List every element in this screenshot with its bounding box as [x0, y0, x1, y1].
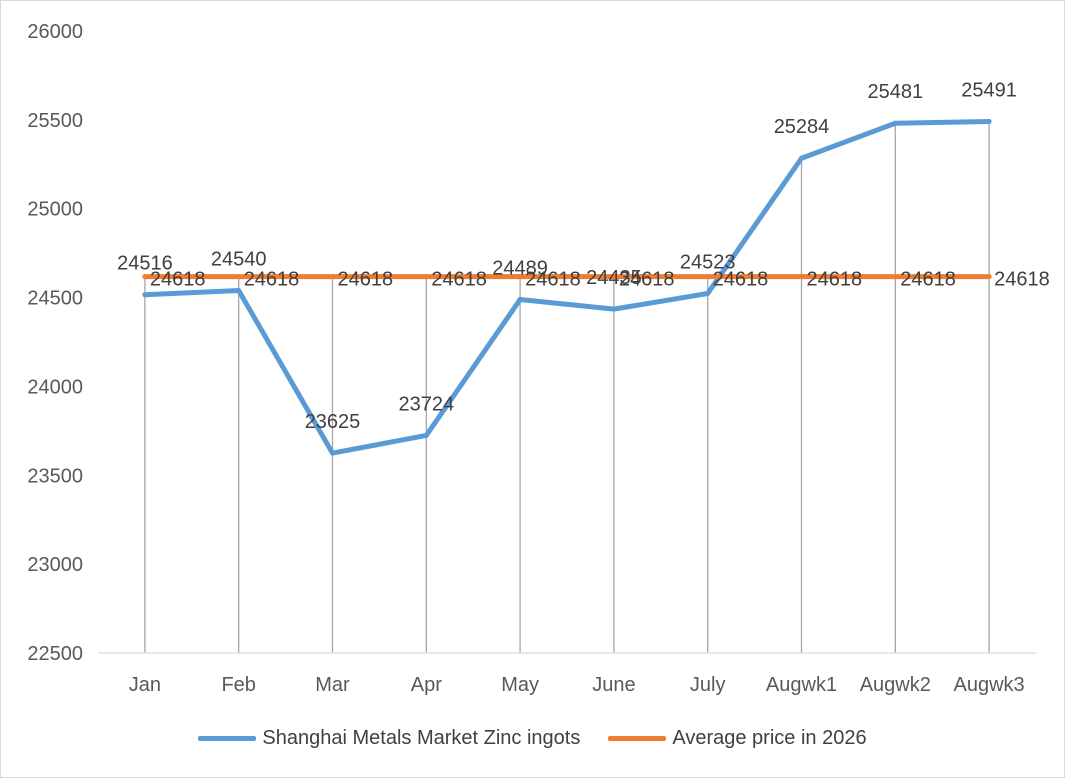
data-label-zinc: 25481 [867, 81, 923, 103]
data-point-zinc [799, 155, 804, 161]
y-tick-label: 23500 [27, 465, 83, 487]
data-label-zinc: 25491 [961, 79, 1017, 101]
y-tick-label: 25000 [27, 199, 83, 221]
data-point-zinc [705, 290, 711, 296]
data-point-zinc [986, 118, 992, 124]
axes: 22500 23000 23500 24000 24500 25000 25500 26000… [27, 21, 1036, 696]
legend-swatch-zinc [198, 736, 257, 741]
data-point-zinc [423, 432, 429, 438]
x-tick-label: Augwk1 [766, 674, 837, 696]
data-labels: 24516 24540 23625 23724 24489 24435 24523 25284… [117, 79, 1050, 433]
data-label-zinc: 25284 [774, 116, 830, 138]
data-point-average [423, 274, 429, 280]
line-chart-plot: 22500 23000 23500 24000 24500 25000 25500 26000… [27, 21, 1050, 696]
x-tick-label: Feb [221, 674, 255, 696]
drop-lines [144, 121, 990, 653]
data-label-average: 24618 [338, 269, 394, 291]
y-tick-label: 22500 [27, 643, 83, 665]
data-label-average: 24618 [525, 269, 581, 291]
x-tick-label: Mar [315, 674, 350, 696]
x-tick-label: May [501, 674, 539, 696]
x-tick-label: Augwk2 [860, 674, 931, 696]
series-layer [142, 118, 992, 456]
data-label-zinc: 24489 [492, 258, 548, 280]
data-label-average: 24618 [619, 269, 675, 291]
x-tick-label: July [690, 674, 726, 696]
data-point-average [611, 274, 617, 280]
x-tick-label: Apr [411, 674, 442, 696]
legend-swatch-average [608, 736, 667, 741]
data-label-zinc: 24435 [586, 267, 642, 289]
data-point-zinc [517, 297, 523, 303]
legend-item-zinc: Shanghai Metals Market Zinc ingots [198, 727, 580, 750]
data-label-zinc: 23625 [305, 411, 361, 433]
data-label-zinc: 23724 [398, 393, 454, 415]
data-label-average: 24618 [713, 269, 769, 291]
x-tick-label: Augwk3 [954, 674, 1025, 696]
y-tick-label: 26000 [27, 21, 83, 43]
data-point-average [236, 274, 242, 280]
legend: Shanghai Metals Market Zinc ingots Avera… [1, 727, 1064, 750]
data-label-average: 24618 [431, 269, 487, 291]
data-point-average [986, 274, 992, 280]
data-label-average: 24618 [900, 269, 956, 291]
data-point-average [142, 274, 148, 280]
y-tick-label: 23000 [27, 554, 83, 576]
data-label-average: 24618 [807, 269, 863, 291]
data-label-average: 24618 [994, 269, 1050, 291]
data-point-zinc [330, 450, 335, 456]
data-point-zinc [611, 306, 617, 312]
data-label-average: 24618 [150, 269, 206, 291]
data-label-average: 24618 [244, 269, 300, 291]
data-point-zinc [892, 120, 898, 126]
y-tick-label: 24000 [27, 376, 83, 398]
data-point-average [892, 274, 898, 280]
data-point-average [799, 274, 804, 280]
y-tick-label: 24500 [27, 288, 83, 310]
data-point-zinc [142, 292, 148, 298]
x-tick-label: Jan [129, 674, 161, 696]
data-point-average [705, 274, 711, 280]
data-point-zinc [236, 287, 242, 293]
legend-label-zinc: Shanghai Metals Market Zinc ingots [262, 727, 581, 749]
data-label-zinc: 24516 [117, 253, 173, 275]
x-tick-label: June [592, 674, 635, 696]
series-line-zinc [142, 118, 992, 456]
legend-label-average: Average price in 2026 [672, 727, 867, 749]
legend-item-average: Average price in 2026 [608, 727, 867, 750]
y-tick-label: 25500 [27, 110, 83, 132]
data-point-average [517, 274, 523, 280]
data-label-zinc: 24540 [211, 248, 267, 270]
data-label-zinc: 24523 [680, 251, 736, 273]
data-point-average [330, 274, 335, 280]
